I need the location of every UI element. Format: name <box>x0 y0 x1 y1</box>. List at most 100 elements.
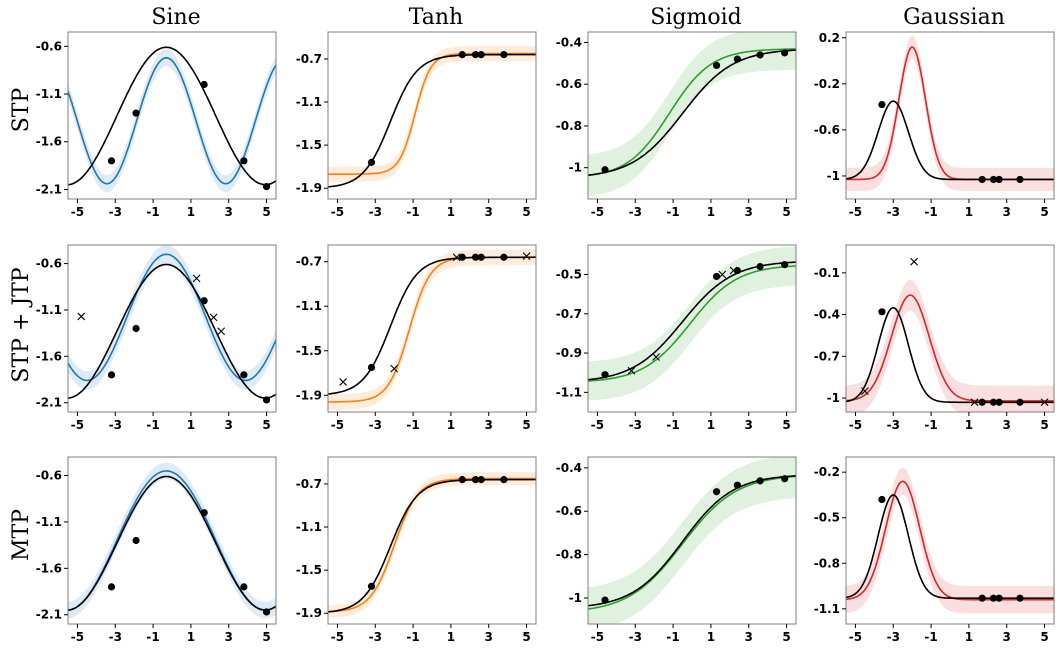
y-tick-label-mtp-tanh-1: -1.1 <box>296 520 322 534</box>
context-point-stp-jtp-sigmoid-0 <box>601 371 609 379</box>
plot-area-stp-jtp-gaussian <box>846 257 1054 412</box>
x-tick-label-stp-jtp-gaussian-0: -5 <box>849 418 862 432</box>
context-point-stp-jtp-gaussian-3 <box>995 398 1003 406</box>
truth-line-stp-jtp-sine <box>68 263 276 399</box>
context-point-mtp-sine-2 <box>200 509 208 517</box>
context-point-mtp-sine-0 <box>107 583 116 591</box>
x-tick-label-stp-jtp-gaussian-4: 3 <box>1003 418 1011 432</box>
plot-area-mtp-sine <box>68 462 276 619</box>
panel-frame-stp-jtp-tanh <box>327 244 537 413</box>
panel-stp-jtp-sigmoid: -5 -3 -1 1 3 5 -0.5 -0.7 -0.9 -1.1 <box>556 244 797 432</box>
context-point-stp-jtp-tanh-4 <box>500 253 508 261</box>
x-tick-label-mtp-tanh-0: -5 <box>331 630 344 644</box>
y-tick-label-stp-sigmoid-2: -0.8 <box>556 119 582 133</box>
y-tick-label-stp-jtp-sigmoid-1: -0.7 <box>556 307 582 321</box>
context-point-stp-gaussian-4 <box>1016 175 1024 184</box>
x-tick-label-stp-jtp-tanh-3: 1 <box>447 418 455 432</box>
row-label-mtp: MTP <box>9 509 34 561</box>
context-point-stp-gaussian-1 <box>978 175 986 184</box>
y-tick-label-mtp-sine-2: -1.6 <box>36 561 62 575</box>
y-tick-label-mtp-tanh-0: -0.7 <box>296 477 322 491</box>
context-point-mtp-sigmoid-2 <box>733 481 741 489</box>
y-tick-label-stp-jtp-sine-1: -1.1 <box>36 303 62 317</box>
column-title-sine: Sine <box>151 5 200 30</box>
x-tick-label-stp-tanh-2: -1 <box>406 205 419 219</box>
context-point-stp-sine-0 <box>107 157 116 165</box>
x-tick-label-stp-jtp-gaussian-3: 1 <box>965 418 973 432</box>
context-point-stp-jtp-sine-3 <box>240 371 248 379</box>
y-tick-label-stp-gaussian-2: -0.6 <box>814 123 840 137</box>
x-tick-label-stp-jtp-sine-5: 5 <box>262 418 270 432</box>
prediction-line-stp-jtp-sigmoid <box>588 265 796 382</box>
panel-frame-stp-tanh <box>327 31 537 200</box>
context-point-stp-sigmoid-2 <box>733 55 741 63</box>
context-point-stp-jtp-sigmoid-1 <box>712 272 721 281</box>
x-tick-label-stp-tanh-1: -3 <box>369 205 382 219</box>
x-tick-label-stp-jtp-sigmoid-5: 5 <box>782 418 790 432</box>
plot-area-stp-tanh <box>328 46 536 188</box>
y-tick-label-stp-tanh-1: -1.1 <box>296 95 322 109</box>
x-tick-label-stp-sigmoid-1: -3 <box>629 205 642 219</box>
context-point-stp-tanh-4 <box>500 51 508 59</box>
y-tick-label-stp-sine-1: -1.1 <box>36 87 62 101</box>
query-point-stp-jtp-tanh-3 <box>522 252 531 261</box>
x-tick-label-mtp-sigmoid-2: -1 <box>666 630 679 644</box>
x-tick-label-stp-jtp-tanh-2: -1 <box>406 418 419 432</box>
panel-mtp-sigmoid: -5 -3 -1 1 3 5 -0.4 -0.6 -0.8 -1 <box>556 456 797 644</box>
x-tick-label-mtp-gaussian-0: -5 <box>849 630 862 644</box>
context-point-mtp-sigmoid-4 <box>781 475 789 483</box>
query-point-stp-jtp-tanh-2 <box>452 253 461 262</box>
query-point-stp-jtp-gaussian-0 <box>861 387 869 396</box>
x-tick-label-stp-jtp-sine-4: 3 <box>225 418 233 432</box>
context-point-stp-jtp-sine-2 <box>200 297 208 305</box>
y-tick-label-mtp-sine-3: -2.1 <box>36 608 62 622</box>
panel-stp-gaussian: -5 -3 -1 1 3 5 0.2 -0.2 -0.6 -1 <box>814 31 1055 219</box>
y-tick-label-stp-tanh-3: -1.9 <box>296 181 322 195</box>
x-tick-label-stp-gaussian-5: 5 <box>1040 205 1048 219</box>
context-point-stp-jtp-sine-4 <box>262 396 271 404</box>
context-point-stp-jtp-sigmoid-3 <box>756 263 764 271</box>
x-tick-label-stp-sine-0: -5 <box>71 205 84 219</box>
panel-mtp-gaussian: -5 -3 -1 1 3 5 -0.2 -0.5 -0.8 -1.1 <box>814 456 1055 644</box>
y-tick-label-stp-gaussian-1: -0.2 <box>814 77 840 91</box>
x-tick-label-mtp-sine-0: -5 <box>71 630 84 644</box>
x-tick-label-mtp-gaussian-4: 3 <box>1003 630 1011 644</box>
context-point-stp-jtp-sigmoid-2 <box>733 266 741 275</box>
panel-frame-stp-jtp-sine <box>67 244 277 413</box>
y-tick-label-stp-jtp-gaussian-2: -0.7 <box>814 349 840 363</box>
x-tick-label-stp-jtp-sine-3: 1 <box>187 418 195 432</box>
context-point-stp-jtp-tanh-1 <box>458 253 466 261</box>
confidence-band-stp-jtp-sine <box>68 245 276 390</box>
plot-area-stp-sine <box>68 46 276 193</box>
prediction-line-stp-jtp-sine <box>68 253 276 382</box>
query-point-stp-jtp-sigmoid-2 <box>718 270 727 279</box>
context-point-stp-tanh-3 <box>477 51 485 59</box>
context-point-mtp-tanh-0 <box>367 582 376 590</box>
x-tick-label-stp-sine-2: -1 <box>146 205 159 219</box>
context-point-stp-jtp-sigmoid-4 <box>781 261 789 269</box>
context-point-mtp-gaussian-4 <box>1016 594 1024 602</box>
panel-mtp-sine: -5 -3 -1 1 3 5 -0.6 -1.1 -1.6 -2.1 <box>36 456 277 644</box>
y-tick-label-stp-jtp-sigmoid-0: -0.5 <box>556 267 582 281</box>
truth-line-stp-sine <box>68 46 276 186</box>
panel-frame-stp-gaussian <box>845 31 1055 200</box>
x-tick-label-stp-gaussian-0: -5 <box>849 205 862 219</box>
context-point-mtp-sigmoid-3 <box>756 477 764 485</box>
confidence-band-mtp-sine <box>68 462 276 619</box>
panel-frame-stp-jtp-sigmoid <box>587 244 797 413</box>
prediction-line-stp-gaussian <box>846 46 1054 181</box>
plot-area-mtp-tanh <box>328 472 536 619</box>
y-tick-label-stp-sigmoid-3: -1 <box>569 161 582 175</box>
y-tick-label-stp-gaussian-3: -1 <box>827 169 840 183</box>
query-point-stp-jtp-sine-1 <box>192 274 201 283</box>
query-point-stp-jtp-sigmoid-0 <box>627 366 636 375</box>
x-tick-label-stp-jtp-sine-2: -1 <box>146 418 159 432</box>
x-tick-label-stp-jtp-tanh-4: 3 <box>485 418 493 432</box>
y-tick-label-mtp-tanh-2: -1.5 <box>296 563 322 577</box>
panel-stp-jtp-tanh: -5 -3 -1 1 3 5 -0.7 -1.1 -1.5 -1.9 <box>296 244 537 432</box>
y-tick-label-stp-tanh-0: -0.7 <box>296 52 322 66</box>
y-tick-label-stp-sigmoid-1: -0.6 <box>556 77 582 91</box>
query-point-stp-jtp-gaussian-3 <box>1040 398 1049 407</box>
panel-frame-mtp-tanh <box>327 456 537 625</box>
confidence-band-stp-jtp-sigmoid <box>588 246 796 401</box>
